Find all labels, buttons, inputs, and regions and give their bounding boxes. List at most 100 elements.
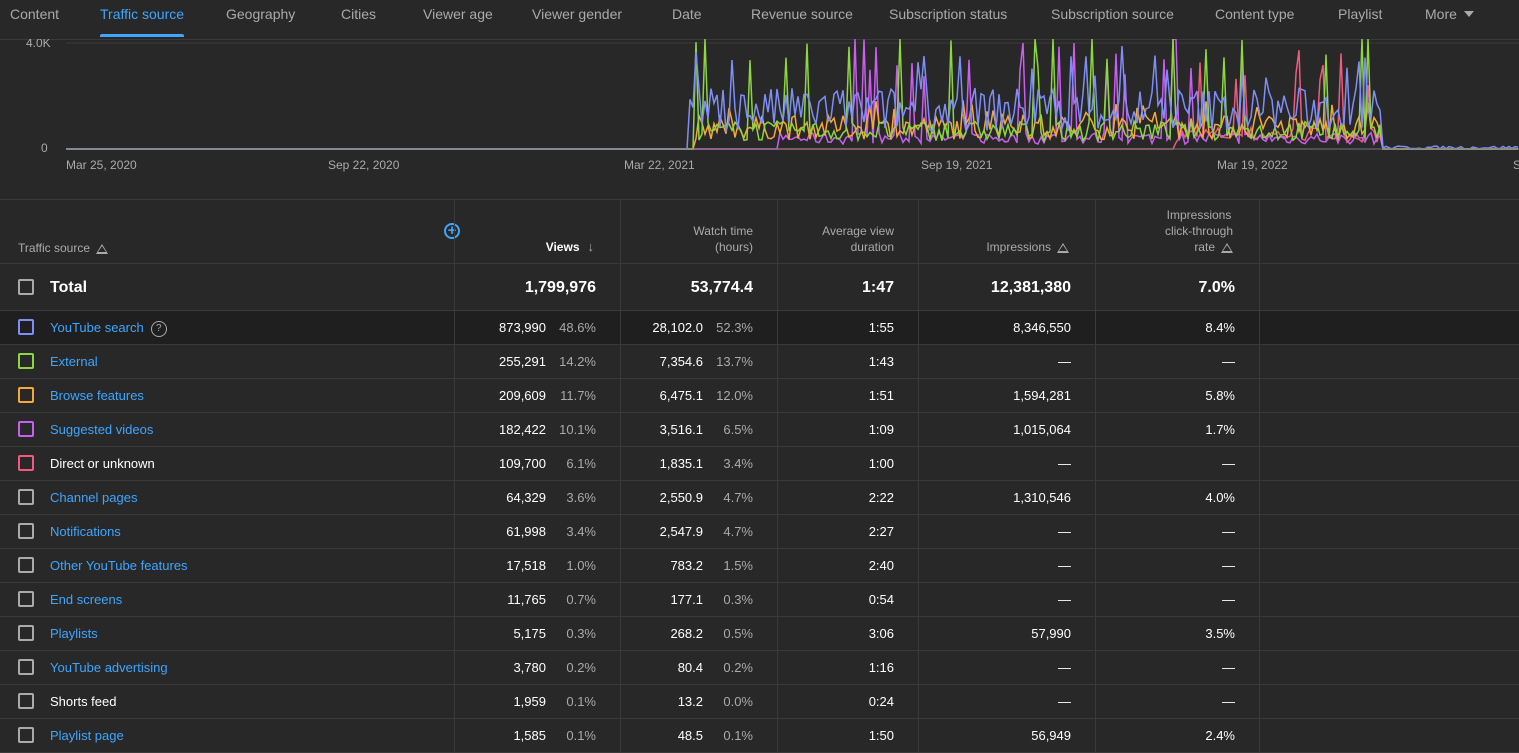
row-checkbox[interactable]	[18, 353, 34, 369]
source-label[interactable]: Playlist page	[50, 728, 124, 743]
tab-cities[interactable]: Cities	[341, 6, 377, 22]
avg-duration-value: 0:54	[868, 592, 894, 607]
source-label: Direct or unknown	[50, 456, 155, 471]
add-metric-icon[interactable]: +	[444, 223, 460, 239]
source-name[interactable]: Channel pages	[50, 490, 137, 505]
source-label[interactable]: External	[50, 354, 98, 369]
watch-percent: 0.2%	[723, 660, 753, 675]
source-label[interactable]: YouTube advertising	[50, 660, 168, 675]
row-checkbox[interactable]	[18, 625, 34, 641]
row-checkbox[interactable]	[18, 659, 34, 675]
source-label[interactable]: Other YouTube features	[50, 558, 188, 573]
table-row: End screens 11,765 0.7% 177.1 0.3% 0:54 — —	[0, 583, 1519, 617]
views-percent: 48.6%	[559, 320, 596, 335]
tab-geography[interactable]: Geography	[226, 6, 296, 22]
impr-cell: 1,015,064	[918, 413, 1095, 446]
tab-content[interactable]: Content	[10, 6, 60, 22]
source-label[interactable]: Notifications	[50, 524, 121, 539]
watch-cell: 13.2 0.0%	[620, 685, 777, 718]
tab-subscription-status[interactable]: Subscription status	[889, 6, 1008, 22]
views-cell: 255,291 14.2%	[454, 345, 620, 378]
avg-duration-value: 2:22	[868, 490, 894, 505]
avg-cell: 2:27	[777, 515, 918, 548]
source-name[interactable]: Notifications	[50, 524, 121, 539]
watch-cell: 177.1 0.3%	[620, 583, 777, 616]
source-name[interactable]: Playlists	[50, 626, 98, 641]
avg-cell: 2:40	[777, 549, 918, 582]
source-label[interactable]: Suggested videos	[50, 422, 154, 437]
source-name[interactable]: End screens	[50, 592, 122, 607]
source-name[interactable]: Playlist page	[50, 728, 124, 743]
row-checkbox[interactable]	[18, 279, 34, 295]
views-percent: 0.2%	[566, 660, 596, 675]
source-name[interactable]: Other YouTube features	[50, 558, 188, 573]
source-name[interactable]: Suggested videos	[50, 422, 153, 437]
avg-cell: 0:24	[777, 685, 918, 718]
source-label[interactable]: YouTube search	[50, 320, 144, 335]
table-row: Notifications 61,998 3.4% 2,547.9 4.7% 2:27 — —	[0, 515, 1519, 549]
impr-cell: —	[918, 685, 1095, 718]
source-label[interactable]: Channel pages	[50, 490, 138, 505]
row-checkbox[interactable]	[18, 727, 34, 743]
tab-more[interactable]: More	[1425, 0, 1474, 37]
source-name[interactable]: YouTube advertising	[50, 660, 168, 675]
source-label[interactable]: Browse features	[50, 388, 144, 403]
tab-playlist[interactable]: Playlist	[1338, 6, 1383, 22]
header-ctr[interactable]: Impressions click-through rate	[1095, 200, 1260, 263]
watch-percent: 0.0%	[723, 694, 753, 709]
source-name[interactable]: YouTube search?	[50, 320, 167, 337]
row-checkbox[interactable]	[18, 387, 34, 403]
views-value: 17,518	[506, 558, 546, 573]
source-name[interactable]: External	[50, 354, 98, 369]
row-checkbox[interactable]	[18, 693, 34, 709]
tab-content-type[interactable]: Content type	[1215, 6, 1295, 22]
ctr-value: —	[1222, 694, 1235, 709]
source-label[interactable]: End screens	[50, 592, 123, 607]
help-icon[interactable]: ?	[150, 321, 167, 337]
watch-percent: 3.4%	[723, 456, 753, 471]
table-row: Playlists 5,175 0.3% 268.2 0.5% 3:06 57,990 3.5…	[0, 617, 1519, 651]
views-value: 109,700	[499, 456, 546, 471]
tab-viewer-age[interactable]: Viewer age	[423, 6, 493, 22]
watch-percent: 0.5%	[723, 626, 753, 641]
series-line	[66, 50, 1518, 150]
row-checkbox[interactable]	[18, 557, 34, 573]
tab-revenue-source[interactable]: Revenue source	[751, 6, 853, 22]
header-views[interactable]: Views ↓	[454, 200, 620, 263]
impressions-value: 1,015,064	[1013, 422, 1071, 437]
views-percent: 11.7%	[560, 388, 596, 403]
views-percent: 3.6%	[566, 490, 596, 505]
tab-viewer-gender[interactable]: Viewer gender	[532, 6, 623, 22]
tab-traffic-source[interactable]: Traffic source	[100, 0, 185, 37]
ctr-value: 1.7%	[1205, 422, 1235, 437]
views-value: 3,780	[513, 660, 546, 675]
row-checkbox[interactable]	[18, 523, 34, 539]
avg-duration-value: 1:09	[868, 422, 894, 437]
tab-date[interactable]: Date	[672, 6, 702, 22]
row-checkbox[interactable]	[18, 421, 34, 437]
header-traffic-source[interactable]: Traffic source	[18, 241, 109, 255]
header-avg-duration[interactable]: Average view duration	[777, 200, 918, 263]
avg-duration-value: 0:24	[868, 694, 894, 709]
ctr-cell: 2.4%	[1095, 719, 1260, 752]
row-checkbox[interactable]	[18, 591, 34, 607]
row-checkbox[interactable]	[18, 489, 34, 505]
impressions-value: 57,990	[1031, 626, 1071, 641]
header-impressions[interactable]: Impressions	[918, 200, 1095, 263]
row-checkbox[interactable]	[18, 319, 34, 335]
table-row: External 255,291 14.2% 7,354.6 13.7% 1:43 — —	[0, 345, 1519, 379]
source-label[interactable]: Playlists	[50, 626, 98, 641]
views-percent: 10.1%	[559, 422, 596, 437]
y-tick-label: 0	[41, 141, 48, 155]
views-cell: 11,765 0.7%	[454, 583, 620, 616]
views-percent: 1.0%	[566, 558, 596, 573]
row-checkbox[interactable]	[18, 455, 34, 471]
more-label: More	[1425, 6, 1457, 22]
watch-cell: 783.2 1.5%	[620, 549, 777, 582]
watch-value: 177.1	[670, 592, 703, 607]
watch-cell: 6,475.1 12.0%	[620, 379, 777, 412]
source-name[interactable]: Browse features	[50, 388, 144, 403]
avg-duration-value: 1:43	[868, 354, 894, 369]
tab-subscription-source[interactable]: Subscription source	[1051, 6, 1174, 22]
header-watch-time[interactable]: Watch time (hours)	[620, 200, 777, 263]
